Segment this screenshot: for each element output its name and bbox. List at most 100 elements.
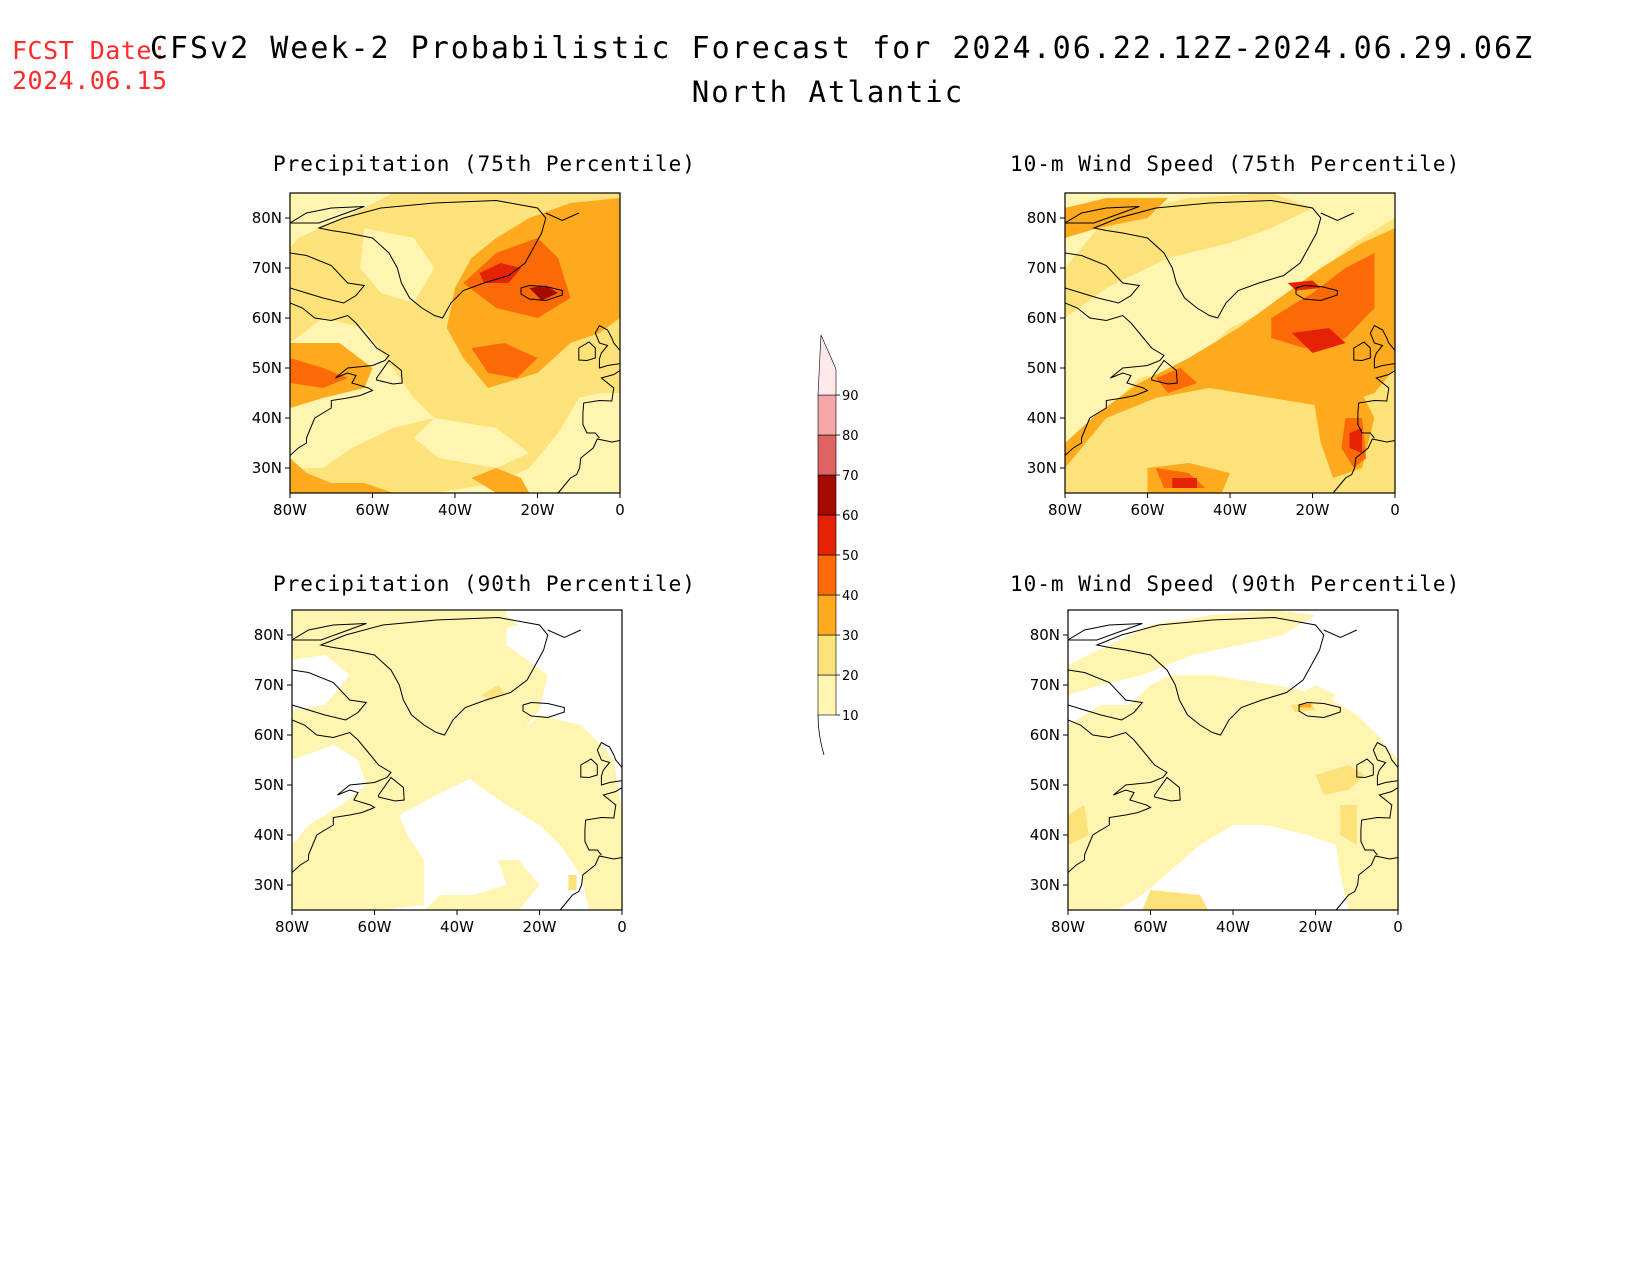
probability-region [479, 263, 521, 283]
coastline-africa [559, 855, 622, 910]
lat-tick-label: 70N [252, 259, 282, 277]
probability-region [1068, 610, 1316, 695]
lon-tick-label: 60W [1134, 918, 1168, 936]
lat-tick-label: 50N [1030, 776, 1060, 794]
colorbar-swatch [817, 554, 837, 596]
probability-region [1315, 765, 1365, 795]
shading-layer [292, 610, 622, 910]
lat-tick-label: 80N [1027, 209, 1057, 227]
coastline-baffin [290, 252, 366, 304]
lat-tick-label: 40N [1027, 409, 1057, 427]
coastline-ellesmere [1068, 623, 1143, 641]
colorbar-swatch [817, 674, 837, 716]
probability-region [568, 875, 577, 890]
colorbar-label: 50 [842, 549, 859, 564]
panel-title-wind90: 10-m Wind Speed (90th Percentile) [1010, 572, 1461, 596]
colorbar-swatch [817, 474, 837, 516]
coastline-ireland [578, 341, 596, 362]
coastline-ellesmere [292, 623, 367, 641]
probability-region [481, 685, 507, 700]
lat-tick-label: 50N [1027, 359, 1057, 377]
probability-region [471, 468, 530, 493]
shading-layer [290, 193, 620, 493]
shading-layer [1065, 193, 1395, 493]
probability-region [529, 285, 559, 301]
colorbar-label: 10 [842, 709, 859, 724]
coastline-newfoundland [378, 776, 405, 802]
probability-region [471, 343, 538, 378]
probability-region [413, 418, 530, 468]
lon-tick-label: 0 [1393, 918, 1403, 936]
probability-region [1068, 805, 1089, 845]
coastline-europe [584, 787, 622, 856]
coastline-greenland [1092, 199, 1322, 319]
lat-tick-label: 70N [1030, 676, 1060, 694]
lat-tick-label: 30N [1027, 459, 1057, 477]
coastline-svalbard [1320, 212, 1355, 222]
colorbar-swatch [817, 634, 837, 676]
probability-region [415, 610, 519, 635]
colorbar-tail [817, 714, 825, 756]
lon-tick-label: 20W [523, 918, 557, 936]
forecast-date-label: FCST Date: 2024.06.15 [12, 36, 168, 96]
lon-tick-label: 20W [1299, 918, 1333, 936]
coastline-ellesmere [1065, 206, 1140, 224]
lon-tick-label: 40W [1213, 501, 1247, 519]
lat-tick-label: 60N [252, 309, 282, 327]
lat-tick-label: 80N [1030, 626, 1060, 644]
coastline-europe [1360, 787, 1398, 856]
coastline-labrador [1068, 719, 1168, 873]
coastline-africa [1332, 438, 1395, 493]
lon-tick-label: 80W [275, 918, 309, 936]
coastline-svalbard [1323, 629, 1358, 639]
colorbar-swatch [817, 434, 837, 476]
probability-region [1172, 478, 1197, 488]
probability-region [424, 860, 540, 910]
lat-tick-label: 80N [252, 209, 282, 227]
region-subtitle: North Atlantic [691, 75, 965, 109]
probability-region [360, 228, 435, 303]
coastline-britain [594, 324, 620, 369]
coastline-europe [1357, 370, 1395, 439]
coastline-layer [290, 199, 620, 493]
lat-tick-label: 70N [1027, 259, 1057, 277]
colorbar-label: 20 [842, 669, 859, 684]
coastline-britain [596, 741, 622, 786]
lon-tick-label: 80W [1051, 918, 1085, 936]
lon-tick-label: 80W [1048, 501, 1082, 519]
lat-tick-label: 30N [1030, 876, 1060, 894]
probability-region [1349, 428, 1362, 453]
probability-region [290, 358, 348, 388]
coastline-newfoundland [1154, 776, 1181, 802]
panel-title-precip75: Precipitation (75th Percentile) [273, 152, 696, 176]
coastline-greenland [317, 199, 547, 319]
probability-region [1068, 675, 1398, 910]
probability-region [1340, 805, 1357, 845]
lon-tick-label: 20W [1296, 501, 1330, 519]
probability-region [1065, 198, 1169, 238]
lat-tick-label: 60N [1027, 309, 1057, 327]
probability-region [1271, 253, 1375, 348]
lat-tick-label: 60N [254, 726, 284, 744]
probability-region [457, 660, 540, 705]
coastline-iceland [520, 284, 563, 302]
lat-tick-label: 40N [252, 409, 282, 427]
colorbar-label: 30 [842, 629, 859, 644]
colorbar-label: 70 [842, 469, 859, 484]
lat-tick-label: 40N [1030, 826, 1060, 844]
panel-title-wind75: 10-m Wind Speed (75th Percentile) [1010, 152, 1461, 176]
map-wind-75th: 80W 60W 40W 20W 0 30N 40N 50N 60N 70N 80N [1027, 192, 1400, 519]
lon-tick-label: 60W [356, 501, 390, 519]
probability-region [1142, 890, 1209, 910]
probability-region [1155, 368, 1197, 393]
map-wind-90th: 80W 60W 40W 20W 0 30N 40N 50N 60N 70N 80N [1030, 609, 1403, 936]
lat-tick-label: 60N [1030, 726, 1060, 744]
coastline-baffin [1068, 669, 1144, 721]
colorbar-label: 60 [842, 509, 859, 524]
lon-tick-label: 0 [617, 918, 627, 936]
coastline-layer [292, 616, 622, 910]
coastline-ireland [580, 758, 598, 779]
coastline-britain [1369, 324, 1395, 369]
lat-tick-label: 50N [254, 776, 284, 794]
coastline-layer [1065, 199, 1395, 493]
